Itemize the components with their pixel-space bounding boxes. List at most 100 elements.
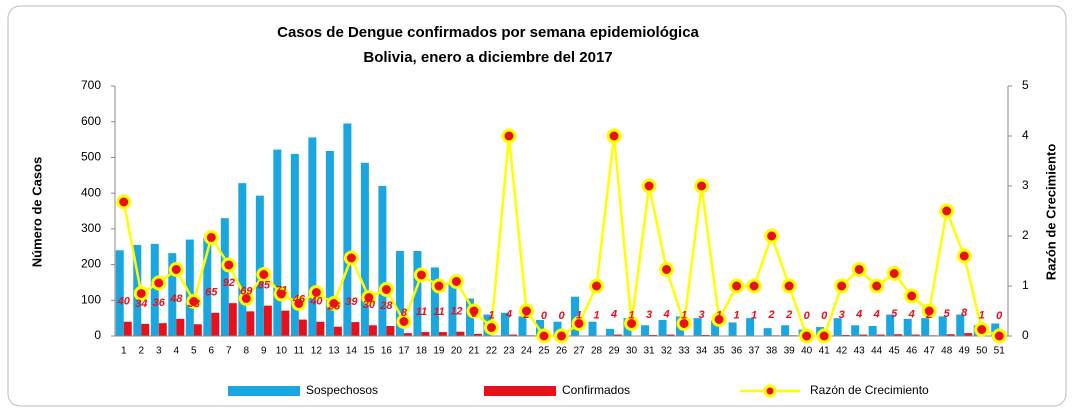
y2-tick-label: 2 — [1022, 228, 1029, 242]
data-label: 1 — [628, 310, 634, 322]
y2-tick-label: 0 — [1022, 328, 1029, 342]
line-marker — [238, 291, 254, 306]
line-marker — [203, 230, 219, 245]
data-label: 3 — [699, 309, 705, 321]
line-marker — [606, 128, 622, 144]
bar — [273, 149, 282, 336]
data-label: 3 — [646, 309, 652, 321]
bar — [701, 334, 710, 336]
bar — [185, 239, 194, 336]
data-label: 2 — [925, 309, 932, 321]
bar — [518, 316, 527, 336]
data-label: 2 — [522, 309, 529, 321]
data-label: 30 — [363, 299, 376, 311]
x-tick-label: 27 — [573, 346, 585, 357]
bar — [123, 321, 132, 336]
line-marker — [991, 328, 1007, 344]
legend-label: Confirmados — [562, 383, 630, 397]
bar — [649, 334, 658, 336]
data-label: 4 — [855, 308, 862, 320]
bar — [203, 237, 212, 336]
line-marker — [133, 286, 149, 301]
line-marker — [869, 278, 885, 294]
bar — [641, 325, 650, 336]
bar — [298, 319, 307, 336]
data-label: 2 — [785, 309, 792, 321]
line-marker — [501, 128, 517, 144]
data-label: 8 — [961, 307, 968, 319]
data-label: 4 — [610, 308, 617, 320]
bar — [781, 325, 790, 336]
line-marker — [974, 322, 990, 337]
legend-swatch — [228, 386, 300, 396]
x-tick-label: 6 — [209, 346, 215, 357]
line-marker — [431, 278, 447, 294]
x-tick-label: 35 — [714, 346, 726, 357]
y-tick-label: 0 — [94, 328, 101, 342]
data-label: 33 — [188, 298, 200, 310]
x-tick-label: 47 — [924, 346, 936, 357]
x-tick-label: 16 — [381, 346, 393, 357]
bar — [448, 282, 457, 336]
bar — [868, 326, 877, 336]
bar — [281, 310, 290, 336]
x-tick-label: 37 — [749, 346, 761, 357]
x-tick-label: 30 — [626, 346, 638, 357]
x-tick-label: 46 — [906, 346, 918, 357]
y-tick-label: 400 — [81, 185, 101, 199]
data-label: 34 — [135, 298, 147, 310]
bar — [946, 334, 955, 336]
x-tick-label: 29 — [608, 346, 620, 357]
data-label: 2 — [768, 309, 775, 321]
data-label: 0 — [804, 310, 811, 322]
bar — [115, 250, 124, 336]
x-tick-label: 7 — [226, 346, 232, 357]
line-marker — [291, 296, 307, 311]
data-label: 1 — [751, 310, 757, 322]
x-tick-label: 4 — [174, 346, 180, 357]
line-marker — [343, 250, 359, 266]
legend-swatch — [484, 386, 556, 396]
data-label: 69 — [240, 285, 253, 297]
data-label: 46 — [292, 293, 306, 305]
y2-tick-label: 1 — [1022, 278, 1029, 292]
data-label: 28 — [379, 300, 393, 312]
x-tick-label: 24 — [521, 346, 533, 357]
x-tick-label: 36 — [731, 346, 743, 357]
bar — [911, 334, 920, 336]
data-label: 12 — [450, 306, 462, 318]
bar — [614, 334, 623, 336]
line-marker — [799, 328, 815, 344]
bar — [964, 333, 973, 336]
bar — [360, 162, 369, 336]
y-tick-label: 700 — [81, 78, 101, 92]
line-marker — [694, 178, 710, 194]
line-marker — [186, 294, 202, 309]
x-tick-label: 43 — [854, 346, 866, 357]
line-marker — [221, 257, 237, 273]
bar — [141, 323, 150, 336]
bar — [553, 321, 562, 336]
data-label: 39 — [345, 296, 358, 308]
x-tick-label: 22 — [486, 346, 498, 357]
x-tick-label: 5 — [191, 346, 197, 357]
bar — [193, 324, 202, 336]
bar — [535, 319, 544, 336]
data-label: 65 — [205, 287, 218, 299]
bar — [343, 123, 352, 336]
data-label: 1 — [979, 310, 985, 322]
data-label: 5 — [944, 308, 951, 320]
x-tick-label: 28 — [591, 346, 603, 357]
x-tick-label: 10 — [276, 346, 288, 357]
line-marker — [326, 296, 342, 311]
line-marker — [396, 314, 412, 329]
data-label: 1 — [576, 310, 582, 322]
legend-label: Sospechosos — [306, 383, 378, 397]
x-tick-label: 18 — [416, 346, 428, 357]
x-tick-label: 1 — [121, 346, 127, 357]
data-label: 40 — [117, 296, 131, 308]
data-label: 92 — [223, 277, 235, 289]
chart-title: Casos de Dengue confirmados por semana e… — [277, 24, 699, 41]
x-tick-label: 13 — [328, 346, 340, 357]
